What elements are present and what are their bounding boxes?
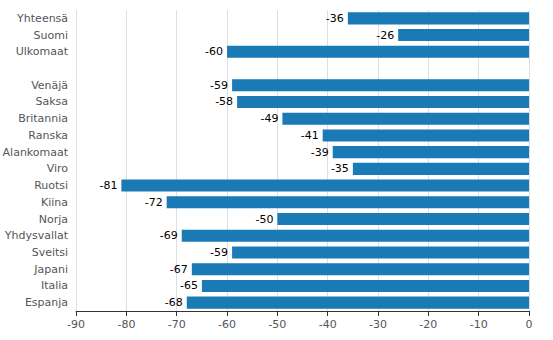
svg-text:-60: -60 <box>205 45 223 58</box>
svg-text:-58: -58 <box>215 95 233 108</box>
svg-text:-49: -49 <box>260 112 278 125</box>
svg-text:-35: -35 <box>331 162 349 175</box>
svg-text:Norja: Norja <box>39 213 68 226</box>
svg-text:Yhdysvallat: Yhdysvallat <box>4 229 69 242</box>
svg-text:Suomi: Suomi <box>34 29 68 42</box>
svg-text:Alankomaat: Alankomaat <box>3 146 69 159</box>
svg-text:-26: -26 <box>376 29 394 42</box>
svg-text:-50: -50 <box>268 318 286 331</box>
svg-text:-80: -80 <box>117 318 135 331</box>
svg-text:-60: -60 <box>218 318 236 331</box>
svg-text:Japani: Japani <box>33 263 68 276</box>
svg-text:-70: -70 <box>168 318 186 331</box>
svg-text:Yhteensä: Yhteensä <box>16 12 68 25</box>
svg-text:-10: -10 <box>470 318 488 331</box>
svg-text:Espanja: Espanja <box>25 296 68 309</box>
svg-text:Ranska: Ranska <box>28 129 68 142</box>
svg-text:Ruotsi: Ruotsi <box>34 179 68 192</box>
svg-text:-30: -30 <box>369 318 387 331</box>
svg-text:-40: -40 <box>319 318 337 331</box>
svg-text:Viro: Viro <box>47 162 69 175</box>
svg-text:-59: -59 <box>210 246 228 259</box>
svg-text:-81: -81 <box>99 179 117 192</box>
svg-text:-20: -20 <box>419 318 437 331</box>
svg-text:0: 0 <box>526 318 533 331</box>
svg-text:Italia: Italia <box>41 279 68 292</box>
svg-text:-59: -59 <box>210 79 228 92</box>
svg-text:Sveitsi: Sveitsi <box>32 246 68 259</box>
svg-text:-68: -68 <box>165 296 183 309</box>
svg-text:Saksa: Saksa <box>36 95 69 108</box>
svg-text:-67: -67 <box>170 263 188 276</box>
svg-text:-65: -65 <box>180 279 198 292</box>
svg-text:-72: -72 <box>145 196 163 209</box>
svg-text:Ulkomaat: Ulkomaat <box>16 45 69 58</box>
svg-text:Venäjä: Venäjä <box>31 79 68 92</box>
svg-text:-39: -39 <box>311 146 329 159</box>
svg-text:-36: -36 <box>326 12 344 25</box>
svg-text:Britannia: Britannia <box>18 112 68 125</box>
svg-text:-69: -69 <box>160 229 178 242</box>
svg-text:-41: -41 <box>301 129 319 142</box>
svg-text:-50: -50 <box>255 213 273 226</box>
svg-text:-90: -90 <box>67 318 85 331</box>
svg-text:Kiina: Kiina <box>41 196 68 209</box>
